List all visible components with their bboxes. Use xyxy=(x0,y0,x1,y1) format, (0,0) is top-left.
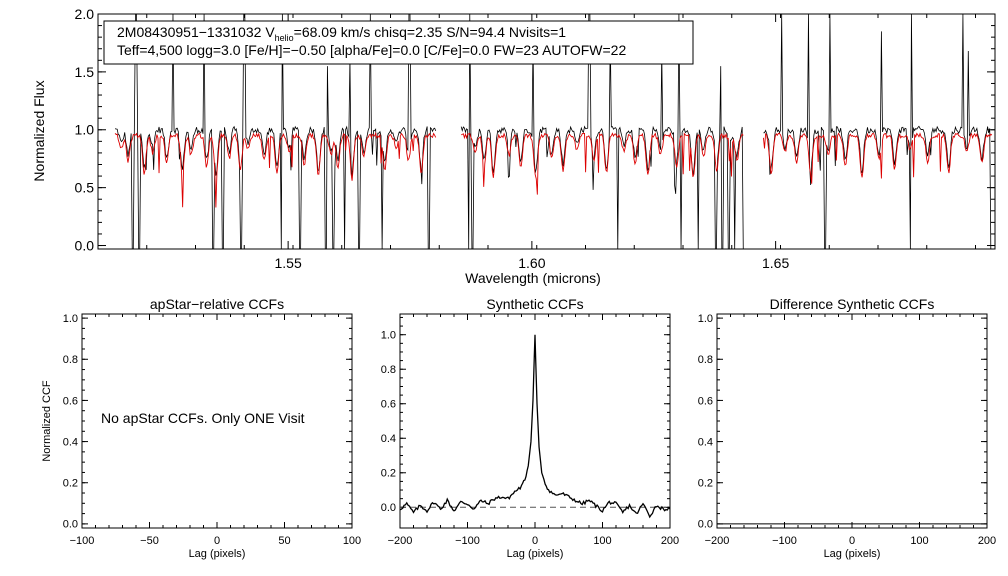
x-tick-label: −200 xyxy=(705,535,730,547)
difference-ccf-xlabel: Lag (pixels) xyxy=(824,548,881,560)
y-tick-label: 0.0 xyxy=(75,237,95,253)
info-line-1-values: =68.09 km/s chisq=2.35 S/N=94.4 Nvisits=… xyxy=(294,24,567,40)
vhelio-subscript: helio xyxy=(275,33,294,43)
y-tick-label: 0.5 xyxy=(75,180,95,196)
y-tick-label: 1.0 xyxy=(63,313,78,325)
observed-segment-3 xyxy=(763,13,992,250)
y-tick-label: 1.0 xyxy=(381,330,396,342)
spectrum-frame xyxy=(97,13,996,250)
x-tick-label: −100 xyxy=(455,535,480,547)
y-tick-label: 1.0 xyxy=(75,122,95,138)
spectrum-xlabel: Wavelength (microns) xyxy=(465,270,601,286)
y-tick-label: 0.0 xyxy=(698,519,713,531)
model-segment-2 xyxy=(460,131,744,195)
x-tick-label: 0 xyxy=(214,535,220,547)
info-line-1: 2M08430951−1331032 Vhelio=68.09 km/s chi… xyxy=(117,24,566,43)
y-tick-label: 0.8 xyxy=(381,364,396,376)
difference-ccf-frame xyxy=(716,313,988,529)
y-tick-label: 0.6 xyxy=(698,395,713,407)
apstar-ccf-ticks: −100 −50 0 50 100 0.0 0.2 0.4 0.6 0.8 1.0 xyxy=(63,313,361,547)
model-spectrum-series xyxy=(114,131,993,208)
synthetic-ccf-series xyxy=(399,334,671,519)
star-id: 2M08430951−1331032 xyxy=(117,24,262,40)
y-tick-label: 0.6 xyxy=(63,395,78,407)
model-segment-1 xyxy=(114,131,437,208)
y-tick-label: 0.2 xyxy=(698,478,713,490)
synthetic-ccf-title: Synthetic CCFs xyxy=(486,296,583,312)
x-tick-label: 1.55 xyxy=(275,255,302,271)
y-tick-label: 0.6 xyxy=(381,399,396,411)
model-segment-3 xyxy=(762,132,993,184)
x-tick-label: 100 xyxy=(593,535,611,547)
x-tick-label: 200 xyxy=(978,535,996,547)
info-box xyxy=(103,20,694,65)
y-tick-label: 1.5 xyxy=(75,64,95,80)
info-line-2: Teff=4,500 logg=3.0 [Fe/H]=−0.50 [alpha/… xyxy=(117,42,626,58)
difference-ccf-ticks: −200 −100 0 100 200 0.0 0.2 0.4 0.6 0.8 1.0 xyxy=(698,313,996,547)
apstar-ccf-ylabel: Normalized CCF xyxy=(41,380,53,462)
y-tick-label: 0.4 xyxy=(698,436,713,448)
x-tick-label: 50 xyxy=(278,535,290,547)
x-tick-label: 200 xyxy=(661,535,679,547)
spectrum-panel: 1.55 1.60 1.65 0.0 0.5 1.0 1.5 2.0 Wavelength (… xyxy=(31,6,996,286)
y-tick-label: 2.0 xyxy=(75,6,95,22)
x-tick-label: 0 xyxy=(849,535,855,547)
difference-ccf-title: Difference Synthetic CCFs xyxy=(770,296,935,312)
x-tick-label: −200 xyxy=(388,535,413,547)
x-tick-label: 1.65 xyxy=(762,255,789,271)
y-tick-label: 1.0 xyxy=(698,313,713,325)
synthetic-ccf-xlabel: Lag (pixels) xyxy=(507,548,564,560)
y-tick-label: 0.0 xyxy=(63,519,78,531)
x-tick-label: −50 xyxy=(140,535,159,547)
x-tick-label: 0 xyxy=(532,535,538,547)
y-tick-label: 0.4 xyxy=(381,433,396,445)
apstar-ccf-xlabel: Lag (pixels) xyxy=(189,548,246,560)
spectrum-ticks: 1.55 1.60 1.65 0.0 0.5 1.0 1.5 2.0 xyxy=(75,6,995,271)
y-tick-label: 0.2 xyxy=(63,478,78,490)
x-tick-label: 100 xyxy=(910,535,928,547)
spectrum-ylabel: Normalized Flux xyxy=(31,80,47,181)
x-tick-label: 100 xyxy=(343,535,361,547)
x-tick-label: 1.60 xyxy=(518,255,545,271)
vhelio-symbol: V xyxy=(265,24,275,40)
y-tick-label: 0.2 xyxy=(381,468,396,480)
synthetic-ccf-panel: −200 −100 0 100 200 0.0 0.2 0.4 0.6 0.8 1.0 Synthe… xyxy=(381,296,679,560)
difference-ccf-panel: −200 −100 0 100 200 0.0 0.2 0.4 0.6 0.8 1.0 Differ… xyxy=(698,296,996,560)
x-tick-label: −100 xyxy=(772,535,797,547)
apstar-ccf-title: apStar−relative CCFs xyxy=(150,296,284,312)
apstar-ccf-panel: −100 −50 0 50 100 0.0 0.2 0.4 0.6 0.8 1.0 apStar−r… xyxy=(41,296,361,560)
y-tick-label: 0.4 xyxy=(63,436,78,448)
apstar-note: No apStar CCFs. Only ONE Visit xyxy=(101,410,305,426)
synthetic-ccf-ticks: −200 −100 0 100 200 0.0 0.2 0.4 0.6 0.8 1.0 xyxy=(381,314,679,547)
y-tick-label: 0.0 xyxy=(381,502,396,514)
x-tick-label: −100 xyxy=(70,535,95,547)
y-tick-label: 0.8 xyxy=(698,354,713,366)
observed-segment-2 xyxy=(460,13,744,250)
y-tick-label: 0.8 xyxy=(63,354,78,366)
